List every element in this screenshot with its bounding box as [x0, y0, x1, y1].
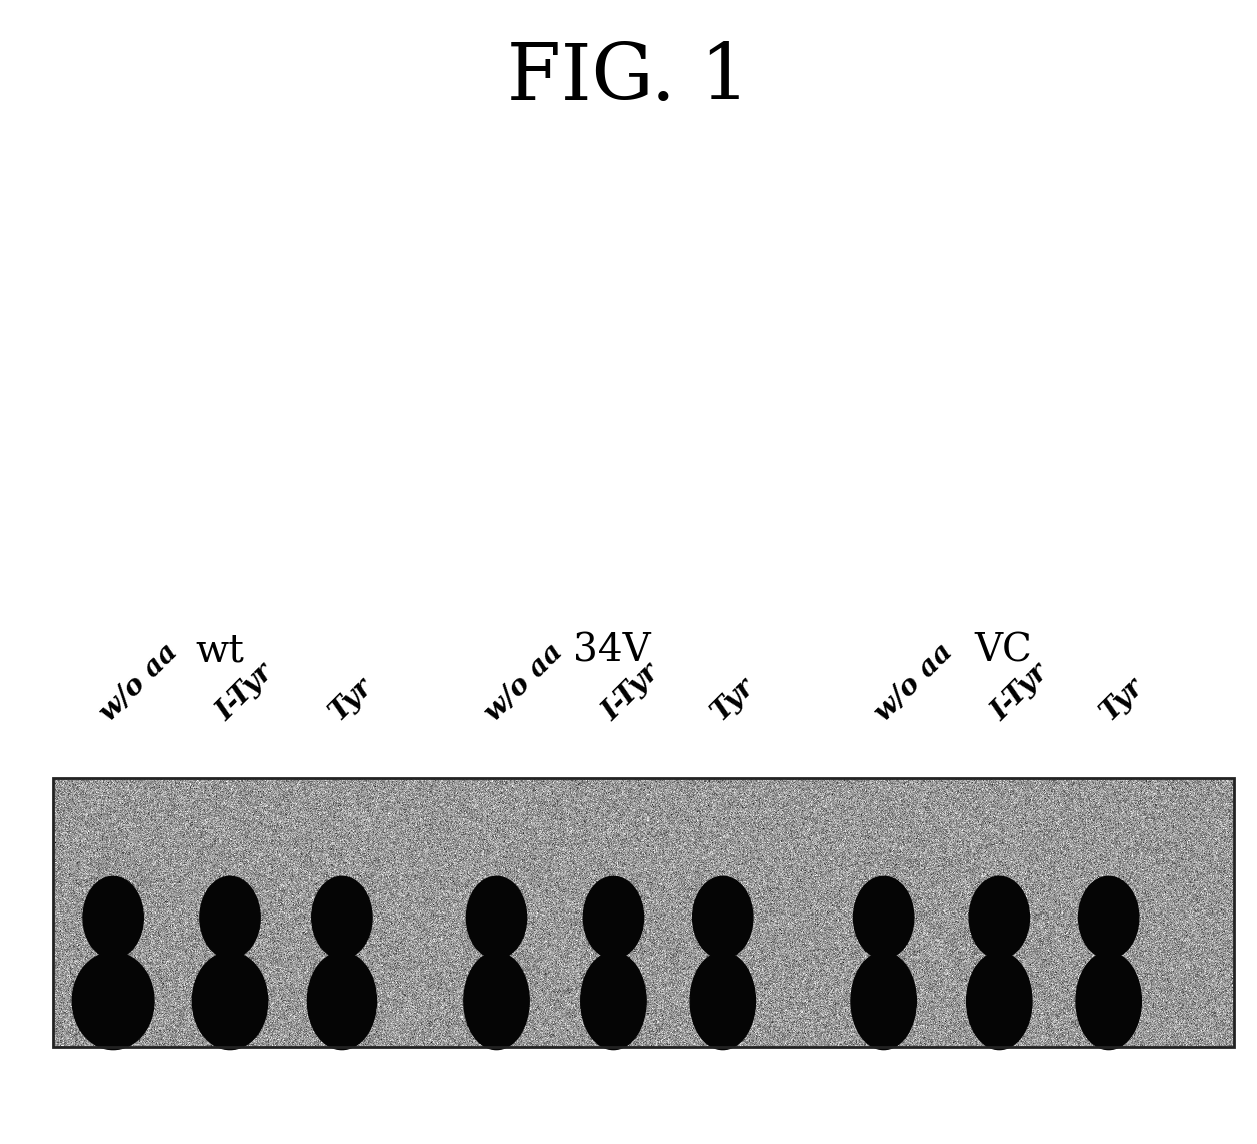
Ellipse shape — [581, 952, 646, 1050]
Text: I-Tyr: I-Tyr — [597, 659, 665, 726]
Text: FIG. 1: FIG. 1 — [507, 40, 750, 116]
Ellipse shape — [192, 952, 268, 1050]
Ellipse shape — [854, 876, 914, 959]
Text: I-Tyr: I-Tyr — [987, 659, 1055, 726]
Text: VC: VC — [974, 633, 1032, 669]
Ellipse shape — [693, 876, 753, 959]
Ellipse shape — [73, 952, 153, 1050]
Ellipse shape — [690, 952, 755, 1050]
Ellipse shape — [1079, 876, 1139, 959]
Text: I-Tyr: I-Tyr — [211, 659, 279, 726]
Text: Tyr: Tyr — [1096, 673, 1149, 726]
Ellipse shape — [967, 952, 1032, 1050]
Text: Tyr: Tyr — [706, 673, 759, 726]
Ellipse shape — [83, 876, 143, 959]
Text: w/o aa: w/o aa — [94, 638, 182, 726]
Ellipse shape — [312, 876, 372, 959]
Text: w/o aa: w/o aa — [480, 638, 568, 726]
Ellipse shape — [308, 952, 377, 1050]
Ellipse shape — [464, 952, 529, 1050]
Text: 34V: 34V — [573, 633, 651, 669]
Text: wt: wt — [196, 633, 244, 669]
Text: Tyr: Tyr — [324, 673, 377, 726]
Bar — [53, 778, 1234, 1047]
Ellipse shape — [969, 876, 1029, 959]
Ellipse shape — [200, 876, 260, 959]
Ellipse shape — [851, 952, 916, 1050]
Ellipse shape — [583, 876, 644, 959]
Ellipse shape — [1076, 952, 1141, 1050]
Ellipse shape — [466, 876, 527, 959]
Text: w/o aa: w/o aa — [870, 638, 958, 726]
